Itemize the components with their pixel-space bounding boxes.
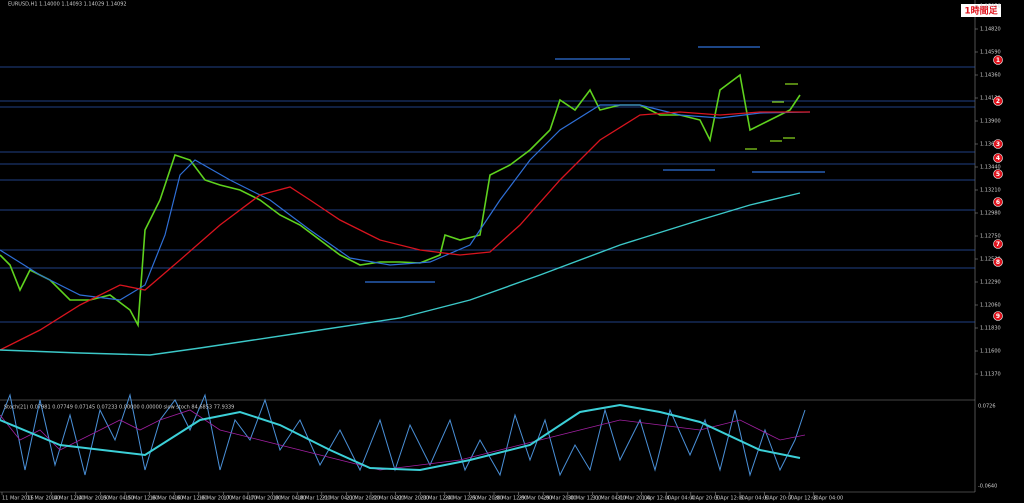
stoch-signal (0, 409, 806, 471)
level-badge (993, 139, 1003, 149)
time-label: 15 Mar 04:00 (100, 496, 133, 502)
time-label: 14 Mar 20:00 (76, 496, 109, 502)
time-label: 21 Mar 04:00 (322, 496, 355, 502)
resistance-marks (365, 46, 825, 283)
time-label: 15 Mar 12:00 (125, 496, 158, 502)
time-label: 5 Apr 12:00 (715, 496, 744, 502)
level-badge (993, 311, 1003, 321)
time-label: 16 Mar 20:00 (199, 496, 232, 502)
level-number: 8 (996, 259, 1000, 266)
time-label: 21 Mar 20:00 (346, 496, 379, 502)
price-line (0, 73, 801, 328)
price-label: 1.11370 (980, 372, 1001, 378)
time-label: 16 Mar 04:00 (150, 496, 183, 502)
level-badge (993, 153, 1003, 163)
slow-ma (0, 111, 810, 351)
time-label: 6 Apr 04:00 (740, 496, 769, 502)
price-label: 1.14360 (980, 73, 1001, 79)
time-label: 31 Mar 04:00 (592, 496, 625, 502)
time-label: 11 Mar 2016 (2, 496, 34, 502)
level-number: 2 (996, 98, 1000, 105)
stoch-main (0, 393, 806, 477)
time-label: 25 Mar 20:00 (469, 496, 502, 502)
time-label: 8 Apr 04:00 (814, 496, 843, 502)
level-badge (993, 197, 1003, 207)
price-label: 1.13210 (980, 188, 1001, 194)
time-label: 28 Mar 12:00 (494, 496, 527, 502)
timeframe-badge: 1時間足 (964, 5, 998, 17)
fast-ma (0, 104, 811, 301)
time-label: 16 Mar 12:00 (174, 496, 207, 502)
time-label: 11 Mar 20:00 (27, 496, 60, 502)
time-label: 18 Mar 12:00 (297, 496, 330, 502)
price-label: 1.15050 (980, 4, 1001, 10)
price-label: 1.12750 (980, 234, 1001, 240)
time-label: 22 Mar 20:00 (396, 496, 429, 502)
indicator-axis-label: -0.0640 (978, 484, 997, 490)
level-number: 6 (996, 199, 1000, 206)
time-label: 22 Mar 04:00 (371, 496, 404, 502)
price-label: 1.13670 (980, 142, 1001, 148)
time-label: 29 Mar 20:00 (543, 496, 576, 502)
time-label: 4 Apr 04:00 (666, 496, 695, 502)
price-label: 1.14590 (980, 50, 1001, 56)
level-badge (993, 257, 1003, 267)
price-label: 1.14820 (980, 27, 1001, 33)
timeframe-badge-box (961, 4, 1001, 17)
price-label: 1.11830 (980, 326, 1001, 332)
price-label: 1.12290 (980, 280, 1001, 286)
time-label: 24 Mar 12:00 (445, 496, 478, 502)
time-label: 6 Apr 20:00 (765, 496, 794, 502)
price-label: 1.12520 (980, 257, 1001, 263)
time-label: 30 Mar 12:00 (568, 496, 601, 502)
time-label: 29 Mar 04:00 (519, 496, 552, 502)
indicator-axis-label: 0.0726 (978, 404, 996, 410)
time-label: 14 Mar 12:00 (51, 496, 84, 502)
time-label: 17 Mar 20:00 (248, 496, 281, 502)
time-label: 7 Apr 12:00 (789, 496, 818, 502)
indicator-label: Stoch(21) 0.07981 0.07749 0.07145 0.0723… (4, 405, 234, 411)
level-number: 9 (996, 313, 1000, 320)
time-label: 1 Apr 12:00 (642, 496, 671, 502)
long-ma (0, 192, 801, 356)
level-badge (993, 96, 1003, 106)
time-label: 18 Mar 04:00 (273, 496, 306, 502)
level-number: 5 (996, 171, 1000, 178)
price-label: 1.12980 (980, 211, 1001, 217)
level-number: 3 (996, 141, 1000, 148)
price-label: 1.13900 (980, 119, 1001, 125)
price-label: 1.13440 (980, 165, 1001, 171)
time-label: 4 Apr 20:00 (691, 496, 720, 502)
level-number: 7 (996, 241, 1000, 248)
level-badge (993, 169, 1003, 179)
level-badge (993, 239, 1003, 249)
time-label: 17 Mar 04:00 (223, 496, 256, 502)
price-label: 1.11600 (980, 349, 1001, 355)
price-label: 1.14130 (980, 96, 1001, 102)
level-number: 4 (996, 155, 1000, 162)
time-label: 31 Mar 20:00 (617, 496, 650, 502)
time-label: 23 Mar 12:00 (420, 496, 453, 502)
chart-header: EURUSD,H1 1.14000 1.14093 1.14029 1.1409… (8, 2, 127, 8)
green-marks (745, 83, 798, 150)
level-lines (0, 66, 975, 323)
generated: 1.15050 1.14820 1.14590 1.14360 1.14130 1.139… (1, 4, 1003, 502)
level-number: 1 (996, 57, 1000, 64)
level-badge (993, 55, 1003, 65)
price-label: 1.12060 (980, 303, 1001, 309)
stoch-smooth (0, 403, 801, 472)
